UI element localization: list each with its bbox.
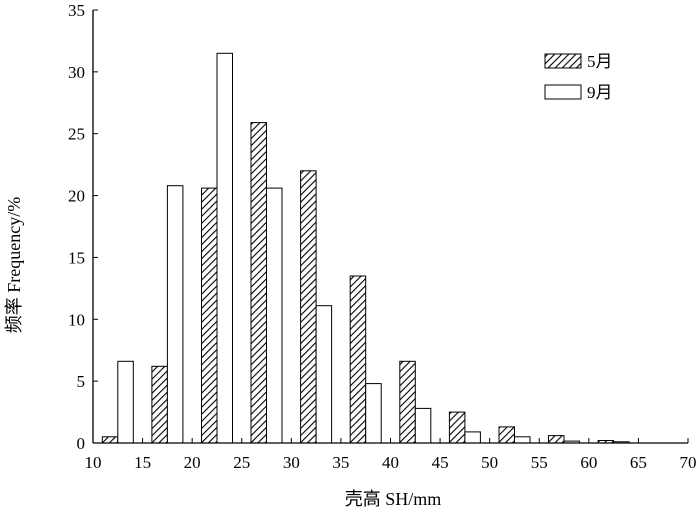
legend-label-may: 5月 (587, 52, 613, 71)
bar-may-7 (448, 411, 466, 444)
bar-may-9 (548, 435, 565, 444)
y-tick-label: 5 (77, 372, 86, 391)
bar-sep-5 (365, 383, 382, 444)
legend: 5月 9月 (544, 52, 613, 102)
x-tick-label: 25 (233, 453, 250, 472)
bar-may-8 (498, 426, 515, 444)
x-tick-label: 55 (531, 453, 548, 472)
bar-sep-0 (117, 360, 134, 444)
x-tick-label: 40 (382, 453, 399, 472)
bar-sep-3 (266, 187, 283, 444)
x-tick-label: 45 (432, 453, 449, 472)
y-tick-label: 10 (68, 310, 85, 329)
ticks-group: 0 5 10 15 20 25 30 35 10 15 20 25 30 35 40 45 50 55 60 65 70 (68, 1, 697, 472)
y-tick-label: 15 (68, 248, 85, 267)
x-tick-label: 50 (481, 453, 498, 472)
bar-may-0 (101, 436, 119, 444)
bar-may-1 (151, 365, 168, 444)
bar-sep-4 (315, 305, 333, 444)
bar-sep-1 (166, 185, 184, 444)
bars-group (101, 52, 630, 444)
bar-may-2 (201, 187, 218, 444)
bar-may-5 (349, 275, 367, 444)
y-tick-label: 0 (77, 434, 86, 453)
bar-may-6 (399, 360, 416, 444)
bar-sep-8 (514, 436, 531, 444)
x-tick-label: 10 (85, 453, 102, 472)
y-tick-label: 20 (68, 187, 85, 206)
legend-swatch-may (544, 53, 582, 69)
x-tick-label: 70 (680, 453, 697, 472)
y-axis-title: 频率 Frequency/% (4, 197, 24, 333)
bar-may-4 (300, 170, 317, 444)
x-tick-label: 15 (134, 453, 151, 472)
x-tick-label: 65 (630, 453, 647, 472)
legend-swatch-sep (544, 84, 582, 100)
bar-sep-2 (216, 52, 233, 444)
x-tick-label: 20 (184, 453, 201, 472)
x-tick-label: 60 (580, 453, 597, 472)
y-tick-label: 25 (68, 125, 85, 144)
bar-sep-6 (414, 407, 432, 444)
bar-may-3 (250, 122, 267, 444)
legend-label-sep: 9月 (587, 83, 613, 102)
x-tick-label: 35 (332, 453, 349, 472)
y-tick-label: 30 (68, 63, 85, 82)
x-axis-title: 壳高 SH/mm (345, 489, 442, 509)
y-tick-label: 35 (68, 1, 85, 20)
bar-sep-7 (464, 431, 481, 444)
x-tick-label: 30 (283, 453, 300, 472)
